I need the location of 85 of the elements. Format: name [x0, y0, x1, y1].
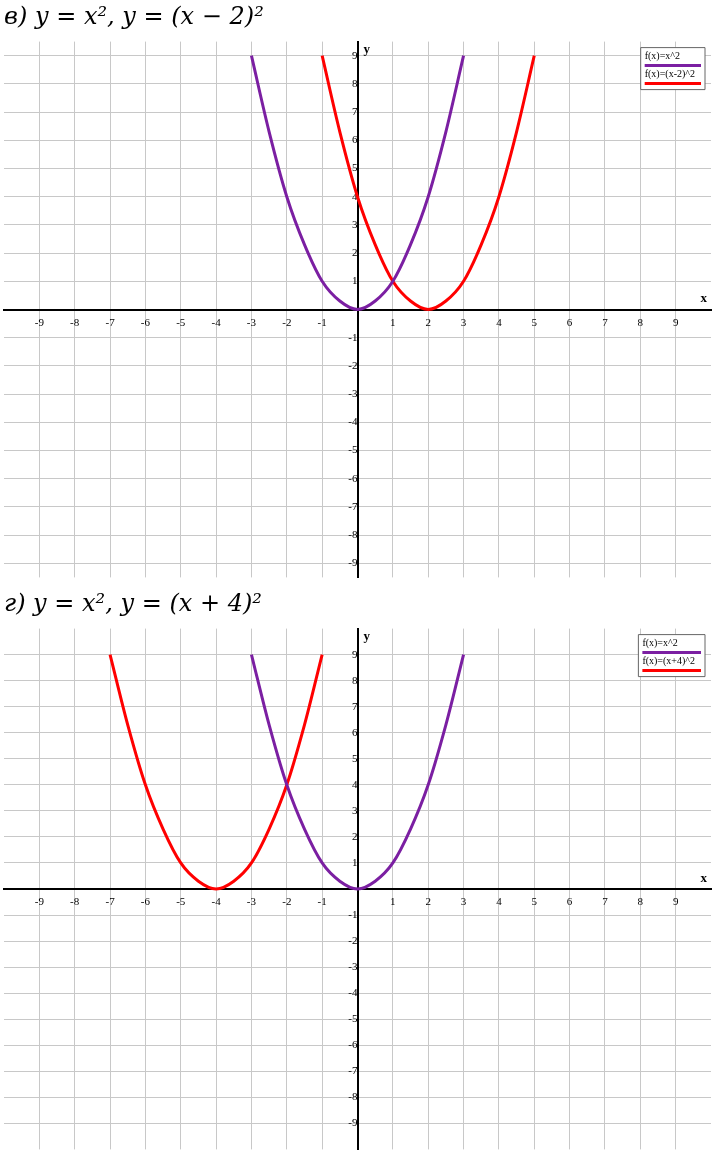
x-tick-label: 3	[460, 895, 467, 908]
x-tick-label: -9	[34, 315, 45, 328]
y-tick-label: 1	[352, 274, 358, 287]
x-tick-label: 4	[496, 315, 503, 328]
y-tick-label: -2	[348, 933, 358, 946]
x-tick-label: -9	[34, 895, 45, 908]
x-tick-label: 2	[425, 895, 431, 908]
line-series	[320, 54, 536, 311]
y-tick-label: 2	[352, 245, 358, 258]
x-tick-label: 1	[390, 895, 396, 908]
text: f(x)=(x-2)^2	[644, 68, 695, 81]
x-tick-label: -8	[70, 895, 80, 908]
y-tick-label: 2	[352, 829, 358, 842]
x-tick-label: 3	[460, 315, 467, 328]
y-tick-label: -3	[348, 960, 358, 973]
y-tick-label: -6	[348, 1038, 358, 1051]
y-tick-label: 6	[352, 133, 358, 146]
y-tick-label: -5	[348, 443, 358, 456]
x-tick-label: -6	[140, 315, 151, 328]
x-tick-label: -7	[105, 315, 116, 328]
y-tick-label: -5	[348, 1012, 358, 1025]
x-tick-label: 4	[496, 895, 503, 908]
y-tick-label: -2	[348, 358, 358, 371]
x-tick-label: 9	[672, 315, 679, 328]
y-tick-label: 1	[352, 855, 358, 868]
x-tick-label: 7	[602, 315, 609, 328]
x-tick-label: 7	[602, 895, 609, 908]
x-tick-label: -8	[70, 315, 80, 328]
chart-title: в) y = x², y = (x − 2)²	[3, 1, 265, 32]
y-tick-label: -4	[348, 415, 358, 428]
x-tick-label: 9	[672, 895, 679, 908]
x-axis-title: x	[700, 869, 708, 885]
y-tick-label: 8	[352, 673, 358, 686]
y-tick-label: -9	[348, 556, 358, 569]
x-tick-label: -2	[282, 315, 292, 328]
x-tick-label: 5	[531, 895, 538, 908]
y-tick-label: -1	[348, 907, 358, 920]
x-tick-label: -6	[140, 895, 151, 908]
y-tick-label: -7	[348, 499, 358, 512]
y-tick-label: 3	[352, 217, 358, 230]
x-tick-label: -3	[246, 895, 257, 908]
x-tick-label: -4	[211, 315, 222, 328]
line-series	[249, 54, 466, 311]
x-tick-label: -4	[211, 895, 222, 908]
y-tick-label: 5	[352, 161, 358, 174]
y-tick-label: -4	[348, 986, 358, 999]
x-tick-label: 5	[531, 315, 538, 328]
y-tick-label: -9	[348, 1116, 358, 1129]
text: f(x)=x^2	[644, 50, 681, 63]
x-tick-label: -1	[317, 315, 327, 328]
y-tick-label: -1	[348, 330, 358, 343]
x-tick-label: 6	[566, 315, 573, 328]
line-series	[108, 653, 324, 891]
x-tick-label: 8	[637, 315, 644, 328]
x-tick-label: -3	[246, 315, 257, 328]
x-tick-label: 2	[425, 315, 431, 328]
x-tick-label: 8	[637, 895, 644, 908]
text: f(x)=x^2	[642, 637, 678, 650]
x-tick-label: -7	[105, 895, 116, 908]
chart-title: г) y = x², y = (x + 4)²	[3, 588, 263, 619]
x-tick-label: 1	[390, 315, 396, 328]
y-tick-label: 6	[352, 725, 358, 738]
y-tick-label: -3	[348, 386, 358, 399]
y-axis-title: y	[363, 628, 371, 644]
x-tick-label: -1	[317, 895, 327, 908]
y-tick-label: 8	[352, 76, 358, 89]
y-tick-label: -6	[348, 471, 358, 484]
x-axis-title: x	[700, 290, 708, 306]
y-tick-label: 9	[352, 647, 358, 660]
line-series	[249, 653, 466, 891]
text: f(x)=(x+4)^2	[642, 655, 695, 668]
y-axis-title: y	[363, 41, 371, 57]
x-tick-label: 6	[566, 895, 573, 908]
y-tick-label: 5	[352, 751, 358, 764]
y-tick-label: 7	[352, 104, 358, 117]
y-tick-label: 7	[352, 699, 358, 712]
y-tick-label: 3	[352, 803, 358, 816]
y-tick-label: 4	[352, 777, 358, 790]
x-tick-label: -5	[176, 895, 186, 908]
y-tick-label: -7	[348, 1064, 358, 1077]
x-tick-label: -5	[176, 315, 186, 328]
x-tick-label: -2	[282, 895, 292, 908]
y-tick-label: -8	[348, 1090, 358, 1103]
y-tick-label: -8	[348, 527, 358, 540]
y-tick-label: 9	[352, 48, 358, 61]
